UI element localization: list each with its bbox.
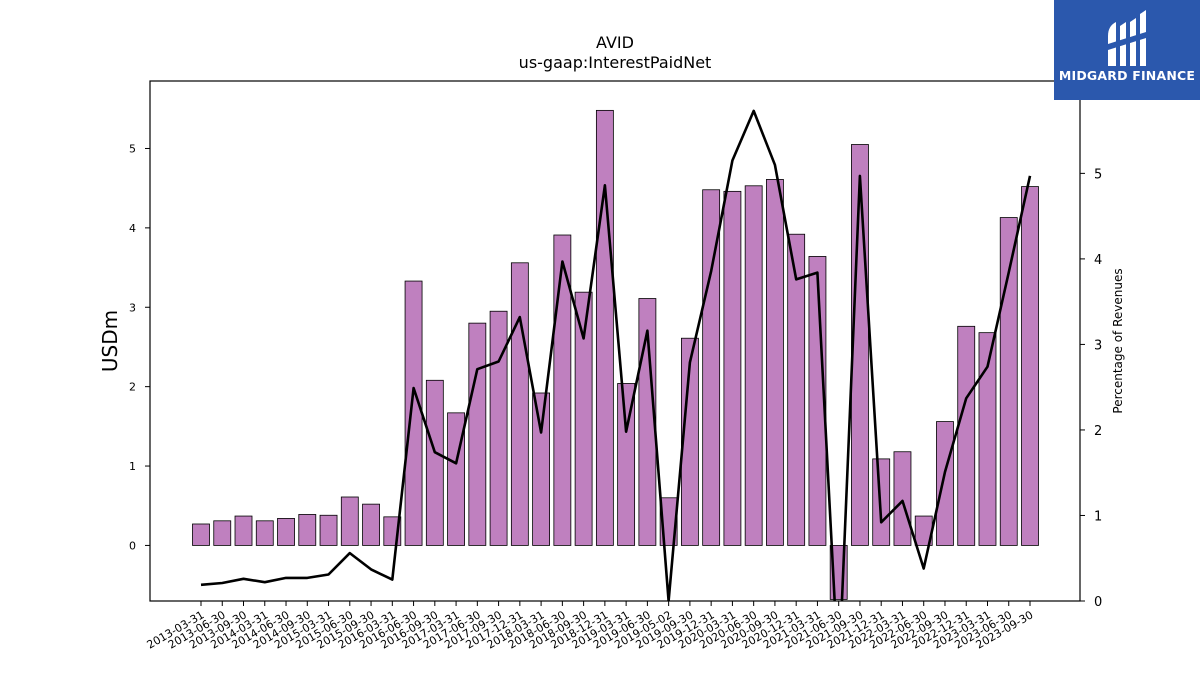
bar <box>425 379 444 546</box>
series-line <box>200 109 1032 601</box>
brand-logo: MIDGARD FINANCE <box>1054 0 1200 100</box>
bar <box>787 233 806 546</box>
bar <box>340 496 359 546</box>
bar <box>510 262 529 546</box>
bar <box>617 383 636 546</box>
bar <box>213 520 232 546</box>
bar <box>553 234 572 546</box>
bars-group <box>192 109 1039 600</box>
y-tick-label: 5 <box>129 142 136 155</box>
bar <box>1021 186 1039 546</box>
y-tick-label: 1 <box>129 460 136 473</box>
right-axis: 0 1 2 3 4 5 <box>1080 167 1102 610</box>
left-axis: 0 1 2 3 4 5 <box>129 142 150 552</box>
y-tick-label: 0 <box>129 539 136 552</box>
bar <box>277 518 295 546</box>
bar <box>319 514 338 546</box>
bar <box>192 523 210 546</box>
x-axis: 2013-03-312013-06-302013-09-302014-03-31… <box>145 601 1036 652</box>
bar <box>532 392 551 546</box>
bar <box>680 337 699 546</box>
y-axis-label: USDm <box>98 310 122 372</box>
bar <box>234 515 253 546</box>
bar <box>468 322 487 546</box>
bar <box>404 280 423 546</box>
bar <box>978 332 997 546</box>
y2-tick-label: 0 <box>1094 595 1102 610</box>
bar <box>489 310 508 546</box>
bar <box>744 185 763 546</box>
bar <box>808 256 827 546</box>
plot-frame <box>149 80 1081 602</box>
bar <box>957 325 976 546</box>
y2-axis-label: Percentage of Revenues <box>1111 268 1125 413</box>
bar <box>298 514 317 546</box>
y2-tick-label: 4 <box>1094 253 1102 268</box>
bar <box>362 503 380 546</box>
y2-tick-label: 3 <box>1094 338 1102 353</box>
bar <box>723 190 742 546</box>
y-tick-label: 3 <box>129 301 136 314</box>
bar <box>766 179 784 546</box>
bar <box>255 520 274 546</box>
chart-title: AVID <box>596 33 634 52</box>
bar <box>638 298 657 546</box>
line-group <box>200 109 1032 601</box>
bar <box>893 451 912 546</box>
y2-tick-label: 5 <box>1094 167 1102 182</box>
bar <box>702 189 721 546</box>
logo-mark-icon <box>1108 10 1146 66</box>
bar <box>595 109 614 546</box>
chart-subtitle: us-gaap:InterestPaidNet <box>519 53 712 72</box>
y2-tick-label: 1 <box>1094 509 1102 524</box>
bar <box>999 217 1018 546</box>
bar <box>936 421 954 546</box>
logo-text: MIDGARD FINANCE <box>1058 68 1196 83</box>
y-tick-label: 4 <box>129 222 136 235</box>
y-tick-label: 2 <box>129 381 136 394</box>
y2-tick-label: 2 <box>1094 424 1102 439</box>
bar <box>574 291 593 546</box>
